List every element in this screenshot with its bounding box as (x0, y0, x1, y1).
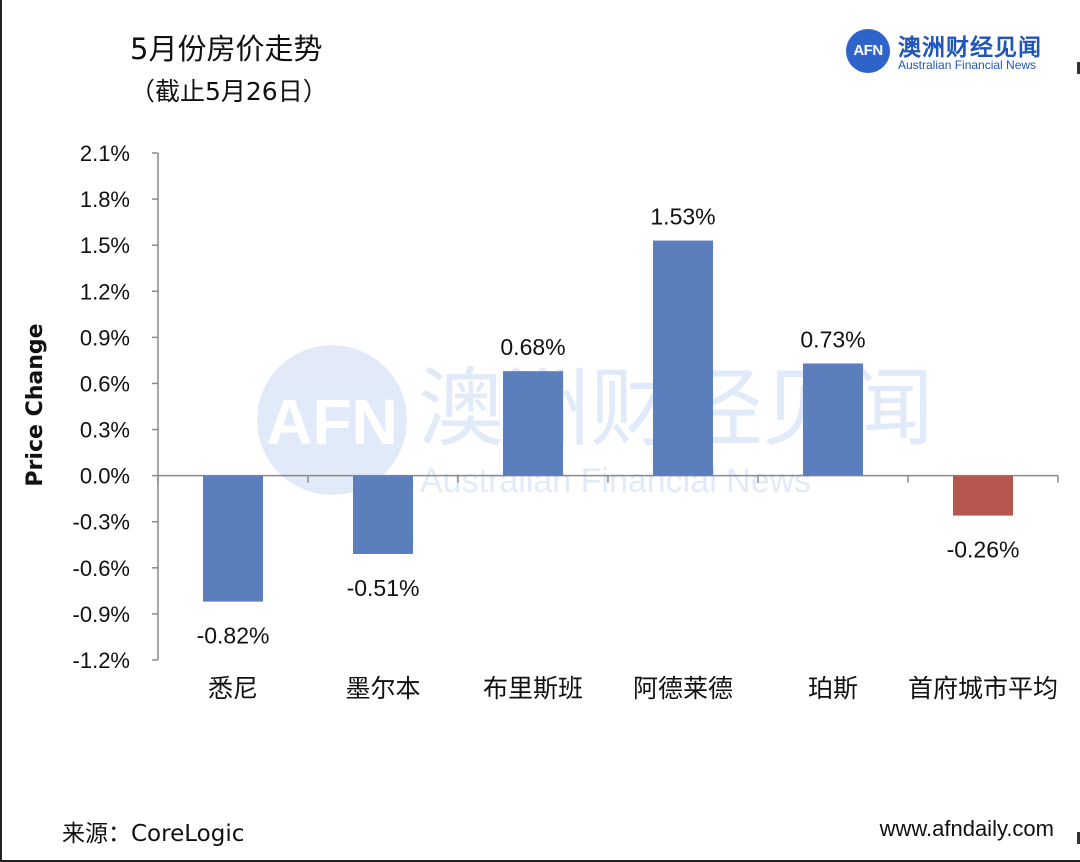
logo-name-en: Australian Financial News (898, 58, 1037, 72)
y-tick-label: 0.6% (80, 371, 130, 396)
category-label: 墨尔本 (345, 674, 420, 703)
y-tick-label: 2.1% (80, 141, 130, 166)
category-label: 布里斯班 (483, 674, 583, 703)
y-axis-label: Price Change (23, 323, 48, 486)
y-tick-label: -0.9% (73, 602, 130, 627)
data-label: -0.51% (347, 575, 420, 601)
category-label: 首府城市平均 (908, 674, 1058, 703)
data-label: 0.68% (500, 334, 565, 360)
axes: 2.1% 1.8% 1.5% 1.2% 0.9% 0.6% 0.3% 0.0% -0.3% -0.… (73, 141, 1059, 703)
bar (203, 475, 263, 602)
bars (203, 240, 1013, 602)
y-tick-label: -1.2% (73, 648, 130, 673)
edge-mark (1077, 832, 1080, 844)
y-tick-label: 0.0% (80, 464, 130, 489)
y-tick-label: 0.3% (80, 418, 130, 443)
chart-title: 5月份房价走势 (130, 32, 323, 66)
watermark-circle (257, 345, 407, 495)
source-note: 来源：CoreLogic (62, 821, 245, 847)
category-label: 悉尼 (208, 674, 258, 703)
category-label: 阿德莱德 (633, 674, 733, 703)
watermark-name-en: Australian Financial News (420, 462, 811, 500)
y-tick-label: -0.6% (73, 556, 130, 581)
bar (803, 363, 863, 476)
bar (953, 475, 1013, 516)
bar (503, 371, 563, 476)
left-border (0, 0, 2, 862)
category-label: 珀斯 (808, 674, 858, 703)
y-tick-label: 0.9% (80, 325, 130, 350)
value-labels: -0.82% -0.51% 0.68% 1.53% 0.73% -0.26% (197, 204, 1020, 649)
afn-logo-mark: AFN (846, 29, 890, 73)
bottom-border (0, 860, 1080, 862)
data-label: -0.82% (197, 623, 270, 649)
bar (653, 240, 713, 476)
data-label: 1.53% (650, 204, 715, 230)
chart-subtitle: （截止5月26日） (130, 77, 328, 106)
y-tick-label: 1.2% (80, 279, 130, 304)
afn-logo: AFN 澳洲财经见闻 Australian Financial News (846, 28, 1056, 76)
data-label: 0.73% (800, 326, 865, 352)
y-tick-label: 1.8% (80, 187, 130, 212)
edge-mark (1077, 62, 1080, 74)
y-tick-label: -0.3% (73, 510, 130, 535)
y-tick-label: 1.5% (80, 233, 130, 258)
bar (353, 475, 413, 554)
website-link[interactable]: www.afndaily.com (879, 816, 1054, 841)
data-label: -0.26% (947, 537, 1020, 563)
watermark-mark: AFN (266, 386, 398, 458)
logo-name-cn: 澳洲财经见闻 (898, 35, 1042, 61)
